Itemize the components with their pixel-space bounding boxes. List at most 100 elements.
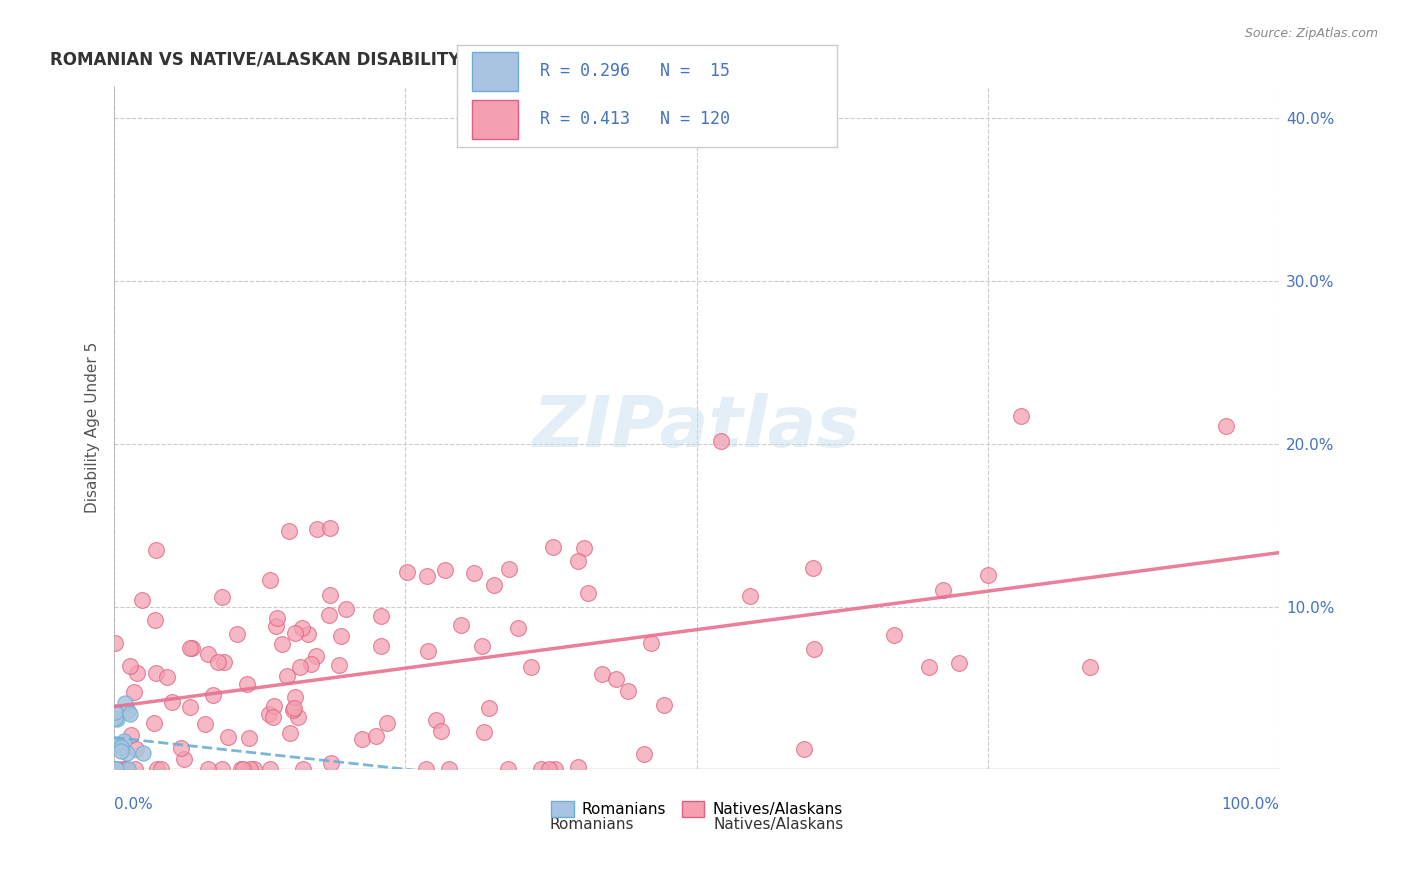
Point [567, 760, 589, 774]
Bar [472, 100, 517, 139]
Text: Romanians: Romanians [550, 817, 634, 832]
Point [425, 713, 447, 727]
Point [211, 590, 233, 604]
Point [463, 566, 485, 580]
Point [335, 601, 357, 615]
Point [156, 670, 179, 684]
Text: ROMANIAN VS NATIVE/ALASKAN DISABILITY AGE UNDER 5 CORRELATION CHART: ROMANIAN VS NATIVE/ALASKAN DISABILITY AG… [51, 51, 797, 69]
Point [883, 628, 905, 642]
Point [263, 698, 285, 713]
Point [104, 711, 127, 725]
Point [104, 636, 127, 650]
Point [179, 700, 201, 714]
Point [149, 762, 172, 776]
Point [105, 712, 128, 726]
Point [110, 744, 132, 758]
Point [112, 734, 135, 748]
Point [529, 762, 551, 776]
Point [305, 523, 328, 537]
Point [110, 740, 132, 755]
Point [305, 648, 328, 663]
Point [616, 683, 638, 698]
Point [572, 541, 595, 555]
Point [283, 701, 305, 715]
Point [115, 746, 138, 760]
Point [125, 741, 148, 756]
Point [104, 705, 127, 719]
Point [117, 704, 139, 718]
Point [197, 762, 219, 776]
Y-axis label: Disability Age Under 5: Disability Age Under 5 [86, 342, 100, 513]
Point [415, 762, 437, 776]
Point [284, 625, 307, 640]
Point [450, 618, 472, 632]
Point [482, 578, 505, 592]
Point [194, 716, 217, 731]
Point [278, 524, 301, 538]
Point [605, 672, 627, 686]
Point [283, 703, 305, 717]
Point [115, 762, 138, 776]
Text: 0.0%: 0.0% [114, 797, 153, 812]
Point [259, 762, 281, 776]
Point [652, 698, 675, 713]
Point [318, 608, 340, 623]
Point [478, 701, 501, 715]
Point [578, 586, 600, 600]
Point [931, 582, 953, 597]
Point [132, 746, 155, 760]
Point [375, 716, 398, 731]
Point [259, 574, 281, 588]
Point [472, 724, 495, 739]
Text: Source: ZipAtlas.com: Source: ZipAtlas.com [1244, 27, 1378, 40]
Point [127, 665, 149, 680]
Point [710, 434, 733, 448]
Text: R = 0.413   N = 120: R = 0.413 N = 120 [540, 111, 731, 128]
Point [266, 611, 288, 625]
Point [416, 643, 439, 657]
Point [243, 762, 266, 776]
Point [370, 609, 392, 624]
Point [264, 619, 287, 633]
Point [328, 658, 350, 673]
Point [146, 762, 169, 776]
Point [567, 554, 589, 568]
Point [202, 688, 225, 702]
Point [207, 655, 229, 669]
Legend: Romanians, Natives/Alaskans: Romanians, Natives/Alaskans [546, 795, 848, 823]
Point [170, 740, 193, 755]
Point [104, 739, 127, 753]
Point [290, 660, 312, 674]
Point [319, 756, 342, 770]
Point [131, 592, 153, 607]
Point [225, 627, 247, 641]
Point [122, 685, 145, 699]
Point [118, 707, 141, 722]
Point [117, 762, 139, 776]
Point [364, 729, 387, 743]
Point [350, 732, 373, 747]
Point [238, 731, 260, 745]
Point [498, 562, 520, 576]
Point [120, 659, 142, 673]
Point [541, 541, 564, 555]
Point [239, 762, 262, 776]
Point [104, 762, 127, 776]
Point [143, 614, 166, 628]
Point [236, 677, 259, 691]
Point [232, 762, 254, 776]
Point [508, 621, 530, 635]
Point [299, 657, 322, 672]
Point [437, 762, 460, 776]
Point [145, 543, 167, 558]
Point [416, 569, 439, 583]
Point [396, 565, 419, 579]
Point [143, 715, 166, 730]
Point [292, 762, 315, 776]
Point [271, 637, 294, 651]
Point [1215, 418, 1237, 433]
Text: 100.0%: 100.0% [1222, 797, 1279, 812]
Point [105, 762, 128, 776]
Point [105, 762, 128, 776]
Point [801, 561, 824, 575]
